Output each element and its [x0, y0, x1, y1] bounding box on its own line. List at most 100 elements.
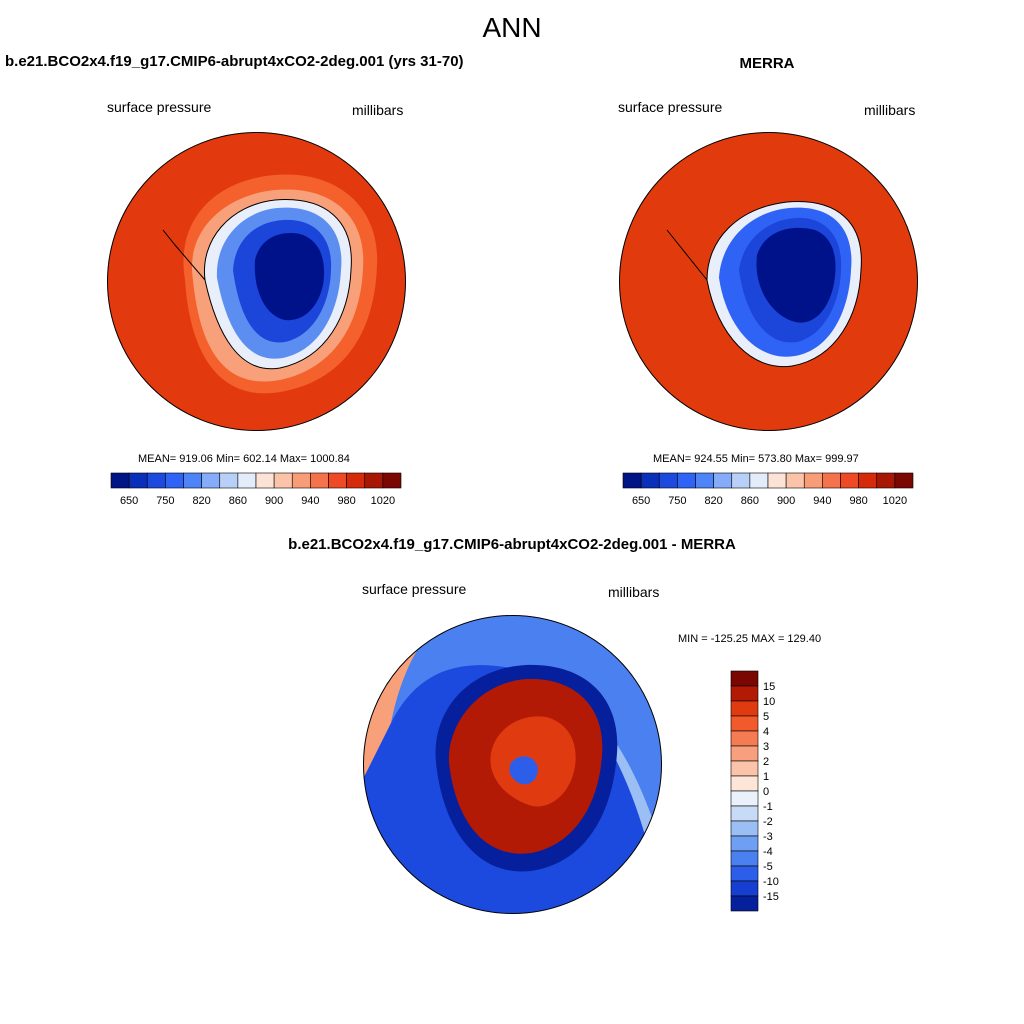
diff-colorbar-swatch — [730, 730, 759, 747]
panel2-colorbar-tick-label: 860 — [741, 495, 759, 507]
panel2-colorbar-tick-label: 940 — [813, 495, 831, 507]
diff-colorbar-tick-label: 5 — [763, 711, 769, 723]
diff-colorbar-tick-label: -3 — [763, 831, 773, 843]
diff-colorbar-swatch — [730, 745, 759, 762]
diff-colorbar-swatch — [730, 700, 759, 717]
diff-colorbar-tick-label: -2 — [763, 816, 773, 828]
panel2-colorbar-swatch — [840, 472, 859, 489]
diff-colorbar-tick-label: -15 — [763, 891, 779, 903]
diff-colorbar-swatch — [730, 790, 759, 807]
panel1-colorbar-tick-label: 750 — [156, 495, 174, 507]
panel1-ice-dark — [254, 233, 325, 321]
panel1-colorbar-swatch — [183, 472, 202, 489]
panel1-colorbar-swatch — [328, 472, 347, 489]
panel1-colorbar-tick-label: 820 — [192, 495, 210, 507]
diff-colorbar-tick-label: -5 — [763, 861, 773, 873]
diff-stats: MIN = -125.25 MAX = 129.40 — [678, 633, 822, 645]
diff-colorbar-tick-label: 2 — [763, 756, 769, 768]
panel2-colorbar-swatch — [822, 472, 841, 489]
panel1-colorbar-swatch — [310, 472, 329, 489]
diff-colorbar-swatch — [730, 715, 759, 732]
panel1-colorbar-tick-label: 940 — [301, 495, 319, 507]
panel2-colorbar-tick-label: 650 — [632, 495, 650, 507]
panel1-colorbar-swatch — [255, 472, 275, 489]
diff-colorbar-swatch — [730, 895, 759, 912]
diff-outer-mid — [381, 615, 662, 853]
panel2-colorbar-tick-label: 980 — [849, 495, 867, 507]
panel2-colorbar-swatch — [695, 472, 714, 489]
panel1-colorbar-swatch — [128, 472, 148, 489]
diff-colorbar-swatch — [730, 835, 759, 852]
diff-colorbar-swatch — [730, 865, 759, 882]
panel2-colorbar-tick-label: 1020 — [883, 495, 907, 507]
panel1-polar-map — [107, 132, 406, 431]
panel1-colorbar-swatch — [364, 472, 384, 489]
panel2-colorbar-swatch — [622, 472, 642, 489]
diff-colorbar-tick-label: -4 — [763, 846, 773, 858]
diff-colorbar-tick-label: -10 — [763, 876, 779, 888]
panel1-units-label: millibars — [352, 102, 404, 118]
diff-colorbar-swatch — [730, 820, 759, 837]
panel2-colorbar-swatch — [803, 472, 823, 489]
diff-colorbar-swatch — [730, 760, 759, 777]
diff-case-name: b.e21.BCO2x4.f19_g17.CMIP6-abrupt4xCO2-2… — [288, 536, 736, 553]
panel1-colorbar-swatch — [237, 472, 257, 489]
panel2-colorbar-tick-label: 900 — [777, 495, 795, 507]
panel2-colorbar-swatch — [858, 472, 878, 489]
panel2-polar-map — [619, 132, 918, 431]
panel2-colorbar: 650 750 820 860 900 940 980 1020 — [622, 472, 914, 507]
diff-colorbar-tick-label: 10 — [763, 696, 775, 708]
panel2-coastline — [666, 201, 862, 368]
panel2-colorbar-swatch — [749, 472, 769, 489]
panel1-variable-label: surface pressure — [107, 99, 212, 115]
panel1-colorbar-swatch — [346, 472, 366, 489]
panel2-colorbar-swatch — [785, 472, 805, 489]
panel1-colorbar-swatch — [273, 472, 293, 489]
diff-colorbar-tick-label: 0 — [763, 786, 769, 798]
diff-variable-label: surface pressure — [362, 581, 467, 597]
panel2-colorbar-tick-label: 820 — [704, 495, 722, 507]
panel2-colorbar-swatch — [677, 472, 696, 489]
panel2-case-name: MERRA — [739, 55, 795, 72]
panel1-colorbar-swatch — [382, 472, 402, 489]
panel2-colorbar-swatch — [658, 472, 678, 489]
diff-units-label: millibars — [608, 584, 660, 600]
panel2-colorbar-swatch — [713, 472, 733, 489]
panel1-colorbar-swatch — [291, 472, 311, 489]
panel1-colorbar-tick-label: 900 — [265, 495, 283, 507]
panel1-colorbar: 650 750 820 860 900 940 980 1020 — [110, 472, 402, 507]
panel1-colorbar-swatch — [219, 472, 239, 489]
panel1-colorbar-swatch — [146, 472, 166, 489]
diff-colorbar-tick-label: 15 — [763, 681, 775, 693]
panel1-colorbar-tick-label: 980 — [337, 495, 355, 507]
panel1-colorbar-tick-label: 860 — [229, 495, 247, 507]
panel1-stats: MEAN= 919.06 Min= 602.14 Max= 1000.84 — [138, 453, 350, 465]
diff-colorbar-swatch — [730, 775, 759, 792]
panel2-variable-label: surface pressure — [618, 99, 723, 115]
figure-title: ANN — [482, 12, 542, 43]
diff-colorbar-tick-label: 3 — [763, 741, 769, 753]
panel2-units-label: millibars — [864, 102, 916, 118]
panel1-coastline — [162, 199, 352, 370]
diff-colorbar-swatch — [730, 685, 759, 702]
panel1-colorbar-tick-label: 650 — [120, 495, 138, 507]
panel2-colorbar-swatch — [640, 472, 660, 489]
diff-colorbar-tick-label: 1 — [763, 771, 769, 783]
panel2-stats: MEAN= 924.55 Min= 573.80 Max= 999.97 — [653, 453, 859, 465]
diff-ice-blue-spot — [509, 756, 538, 785]
diff-colorbar-tick-label: -1 — [763, 801, 773, 813]
panel2-colorbar-tick-label: 750 — [668, 495, 686, 507]
diff-colorbar-swatch — [730, 805, 759, 822]
panel2-colorbar-swatch — [894, 472, 914, 489]
panel1-colorbar-swatch — [110, 472, 130, 489]
panel1-case-name: b.e21.BCO2x4.f19_g17.CMIP6-abrupt4xCO2-2… — [5, 53, 464, 70]
diff-colorbar-tick-label: 4 — [763, 726, 769, 738]
diff-colorbar-swatch — [730, 670, 759, 687]
diff-colorbar-swatch — [730, 880, 759, 897]
diff-polar-map — [363, 615, 662, 914]
panel2-ice-dark — [756, 227, 836, 323]
panel2-colorbar-swatch — [767, 472, 787, 489]
panel1-colorbar-tick-label: 1020 — [371, 495, 395, 507]
panel1-colorbar-swatch — [165, 472, 184, 489]
panel2-colorbar-swatch — [876, 472, 896, 489]
